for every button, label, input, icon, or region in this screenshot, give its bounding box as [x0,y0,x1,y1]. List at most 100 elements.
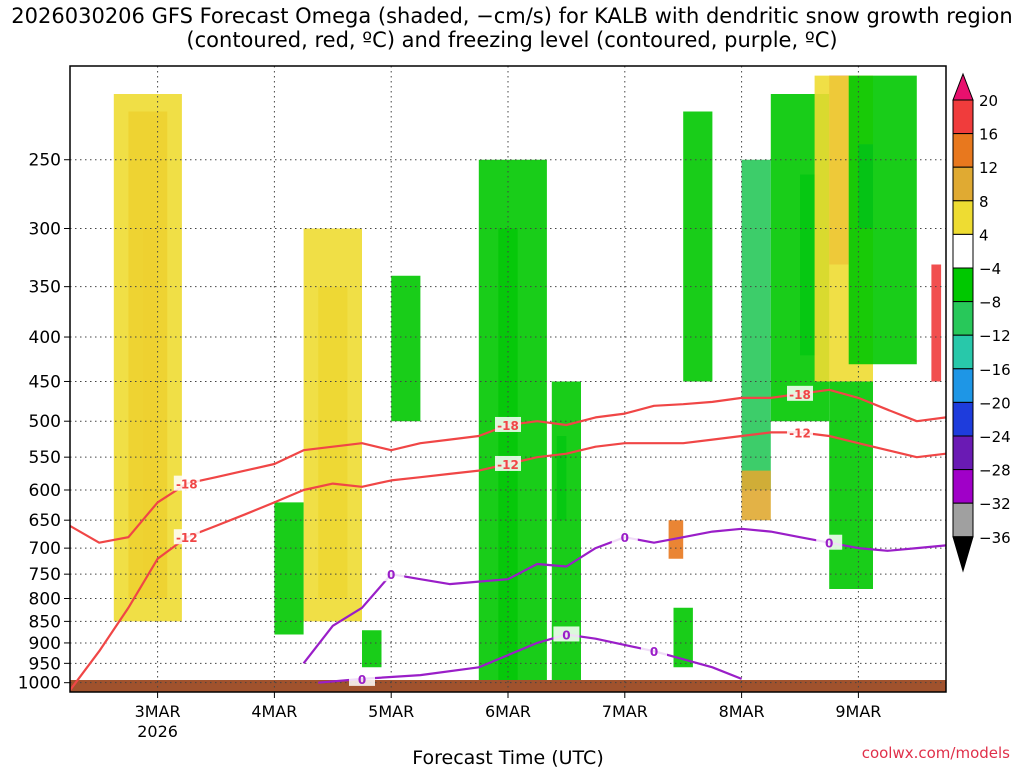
colorbar-arrow-top [952,72,974,101]
y-tick-label: 700 [29,539,61,559]
contour-label-bg [173,529,200,545]
x-tick-sublabel: 2026 [137,722,178,741]
y-tick-label: 650 [29,511,61,531]
colorbar: 20 16 12 8 4 −4 −8 −12 −16 −20 −24 −28 −32 −36 [952,72,1011,573]
y-tick-label: 500 [29,412,61,432]
colorbar-swatch [952,301,974,336]
contour-label-bg [495,455,521,471]
colorbar-swatch [952,233,974,269]
y-tick-label: 450 [29,372,61,392]
contour-label-bg [378,566,405,582]
colorbar-swatch [952,469,974,504]
colorbar-swatch [952,166,974,202]
colorbar-swatch [952,200,974,235]
x-tick-label: 3MAR [135,702,181,721]
credit-text: coolwx.com/models [861,744,1010,762]
colorbar-label: −32 [979,495,1011,513]
contour-label: 0 [562,628,570,642]
x-tick-label: 9MAR [835,702,881,721]
colorbar-swatch [952,435,974,471]
y-tick-label: 900 [29,634,61,654]
colorbar-label: −28 [979,462,1011,480]
omega-shading-layer [113,75,942,683]
y-tick-label: 850 [29,612,61,632]
omega-area-12 [741,159,771,490]
colorbar-label: −20 [979,394,1011,412]
y-axis: 2503003504004505005506006507007508008509… [18,151,70,694]
colorbar-arrow-bottom [952,536,974,573]
omega-area-24 [362,630,382,668]
contour-label-bg [641,643,667,659]
x-tick-label: 4MAR [251,702,297,721]
grid-layer [70,66,946,692]
contour-label: -12 [497,458,519,472]
colorbar-label: −4 [979,260,1001,278]
colorbar-label: 20 [979,92,998,110]
colorbar-label: −16 [979,361,1011,379]
contour-label-bg [787,385,813,401]
x-tick-label: 5MAR [368,702,414,721]
contour-label: -12 [176,531,198,545]
contour-label-bg [611,529,638,545]
y-tick-label: 750 [29,565,61,585]
colorbar-label: −12 [979,327,1011,345]
omega-area-8 [551,381,581,683]
y-tick-label: 600 [29,481,61,501]
omega-area-11 [683,111,713,382]
omega-area-19 [848,75,917,365]
y-tick-label: 550 [29,448,61,468]
colorbar-label: 4 [979,226,989,244]
contour-label: -18 [176,478,198,492]
colorbar-label: −24 [979,428,1011,446]
colorbar-swatch [952,334,974,370]
omega-area-10 [391,275,421,422]
contour-label-bg [553,626,580,642]
contour-label-bg [816,534,843,550]
colorbar-swatch [952,267,974,303]
colorbar-swatch [952,133,974,168]
contour-label: 0 [650,645,658,659]
contour-label: 0 [358,673,366,687]
contour-label: 0 [825,537,833,551]
contour-label: -12 [789,426,811,440]
x-axis-label: Forecast Time (UTC) [412,747,603,768]
colorbar-swatch [952,368,974,403]
x-tick-label: 7MAR [602,702,648,721]
omega-area-2 [113,94,182,622]
y-tick-label: 250 [29,151,61,171]
colorbar-label: 12 [979,159,998,177]
contour-label-bg [173,475,200,491]
omega-area-13 [741,470,771,521]
x-tick-label: 6MAR [485,702,531,721]
contour-layer: -18 -18 -18 -12 -12 -12 0 0 0 0 0 0 [70,385,946,691]
x-tick-label: 8MAR [719,702,765,721]
colorbar-swatch [952,99,974,135]
colorbar-label: −36 [979,529,1011,547]
omega-area-4 [303,228,362,622]
colorbar-label: 16 [979,126,998,144]
contour-label-bg [349,670,375,686]
omega-area-23 [673,607,693,668]
chart-title: 2026030206 GFS Forecast Omega (shaded, −… [11,4,1013,52]
y-tick-label: 800 [29,590,61,610]
omega-area-20 [931,264,942,382]
contour-label: -18 [497,419,519,433]
omega-area-9 [274,502,304,635]
y-tick-label: 950 [29,654,61,674]
contour-label-bg [495,416,521,432]
y-tick-label: 400 [29,328,61,348]
contour-label: 0 [621,531,629,545]
y-tick-label: 350 [29,278,61,298]
contour-line-3 [318,633,743,684]
colorbar-label: 8 [979,193,989,211]
colorbar-label: −8 [979,294,1001,312]
contour-label-bg [787,424,813,440]
y-tick-label: 1000 [18,674,61,694]
omega-area-21 [829,381,873,589]
y-tick-label: 300 [29,220,61,240]
contour-label: 0 [387,568,395,582]
colorbar-swatch [952,401,974,437]
colorbar-swatch [952,502,974,538]
